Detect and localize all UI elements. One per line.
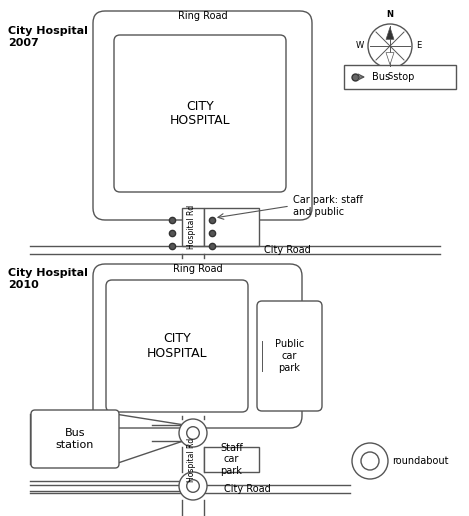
Text: Ring Road: Ring Road <box>173 264 222 274</box>
Text: W: W <box>356 41 364 51</box>
Text: S: S <box>387 72 393 81</box>
FancyBboxPatch shape <box>114 35 286 192</box>
Circle shape <box>187 427 199 439</box>
FancyBboxPatch shape <box>31 410 119 468</box>
Text: Hospital Rd: Hospital Rd <box>187 205 196 249</box>
Text: Bus stop: Bus stop <box>372 72 415 82</box>
Circle shape <box>179 472 207 500</box>
Text: E: E <box>416 41 421 51</box>
Text: CITY
HOSPITAL: CITY HOSPITAL <box>147 332 207 360</box>
FancyBboxPatch shape <box>93 264 302 428</box>
Circle shape <box>187 480 199 492</box>
Text: City Hospital
2010: City Hospital 2010 <box>8 268 88 291</box>
Circle shape <box>352 443 388 479</box>
Text: Bus
station: Bus station <box>56 428 94 450</box>
FancyBboxPatch shape <box>344 65 456 89</box>
Circle shape <box>368 24 412 68</box>
Text: Public
car
park: Public car park <box>275 340 304 373</box>
Circle shape <box>361 452 379 470</box>
FancyBboxPatch shape <box>257 301 322 411</box>
Text: roundabout: roundabout <box>392 456 448 466</box>
Circle shape <box>179 419 207 447</box>
FancyBboxPatch shape <box>106 280 248 412</box>
Text: City Road: City Road <box>224 484 271 494</box>
Bar <box>204 447 259 472</box>
Bar <box>204 208 259 246</box>
Text: Staff
car
park: Staff car park <box>220 443 243 476</box>
Text: CITY
HOSPITAL: CITY HOSPITAL <box>170 100 230 127</box>
Text: City Hospital
2007: City Hospital 2007 <box>8 26 88 49</box>
Text: N: N <box>386 10 393 19</box>
Text: Ring Road: Ring Road <box>178 11 227 21</box>
Polygon shape <box>386 53 394 64</box>
FancyBboxPatch shape <box>93 11 312 220</box>
Bar <box>182 208 204 246</box>
Text: City Road: City Road <box>264 245 311 255</box>
Text: Hospital Rd: Hospital Rd <box>188 438 197 481</box>
Text: Car park: staff
and public: Car park: staff and public <box>293 195 363 217</box>
Polygon shape <box>386 27 394 39</box>
